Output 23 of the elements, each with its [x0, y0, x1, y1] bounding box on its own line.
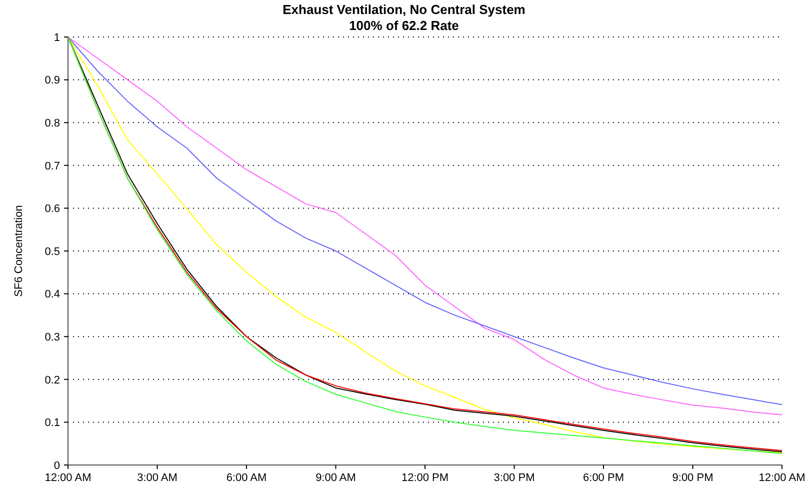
y-tick-label: 0.7	[44, 160, 60, 172]
y-tick-label: 0.6	[44, 203, 60, 216]
y-tick-label: 0.2	[44, 374, 60, 386]
chart-title: Exhaust Ventilation, No Central System	[282, 2, 526, 17]
x-tick-label: 12:00 PM	[401, 472, 449, 484]
y-tick-label: 1	[54, 32, 60, 44]
x-tick-label: 12:00 AM	[44, 472, 92, 484]
chart-subtitle: 100% of 62.2 Rate	[349, 18, 459, 33]
y-tick-label: 0.4	[44, 288, 60, 301]
y-tick-label: 0	[54, 460, 60, 472]
x-tick-label: 6:00 AM	[226, 472, 267, 484]
y-tick-label: 0.8	[44, 117, 60, 130]
y-axis-title: SF6 Concentration	[13, 205, 25, 297]
y-tick-label: 0.5	[44, 246, 60, 258]
x-tick-label: 9:00 PM	[672, 472, 714, 484]
y-tick-label: 0.1	[44, 417, 60, 430]
y-tick-label: 0.9	[44, 74, 60, 87]
x-tick-label: 3:00 PM	[494, 472, 535, 484]
x-tick-label: 9:00 AM	[316, 472, 356, 484]
y-tick-label: 0.3	[44, 331, 60, 344]
x-tick-label: 12:00 AM	[758, 472, 806, 484]
x-tick-label: 6:00 PM	[583, 472, 624, 484]
x-tick-label: 3:00 AM	[137, 472, 178, 484]
